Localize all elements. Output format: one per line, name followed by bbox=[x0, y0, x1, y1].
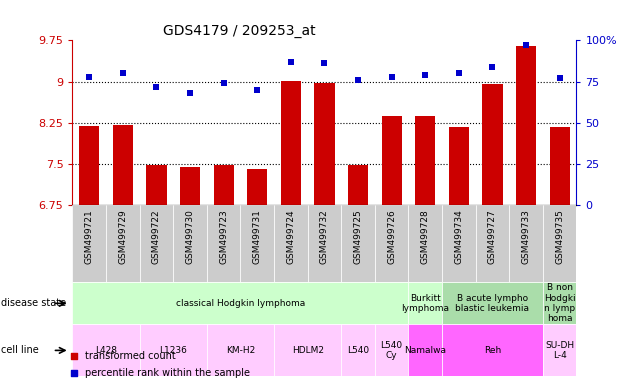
Text: SU-DH
L-4: SU-DH L-4 bbox=[545, 341, 574, 360]
Point bbox=[185, 90, 195, 96]
Text: L540
Cy: L540 Cy bbox=[381, 341, 403, 360]
Text: L428: L428 bbox=[95, 346, 117, 355]
Bar bbox=[140, 205, 173, 282]
Bar bbox=[549, 127, 570, 205]
Text: GSM499731: GSM499731 bbox=[253, 209, 261, 264]
Text: disease state: disease state bbox=[1, 298, 66, 308]
Text: GSM499733: GSM499733 bbox=[522, 209, 530, 264]
Text: GSM499726: GSM499726 bbox=[387, 209, 396, 264]
Text: GSM499729: GSM499729 bbox=[118, 209, 127, 264]
Text: GSM499730: GSM499730 bbox=[186, 209, 195, 264]
Point bbox=[554, 75, 564, 81]
Text: GSM499727: GSM499727 bbox=[488, 209, 497, 264]
Bar bbox=[415, 116, 435, 205]
Bar bbox=[449, 127, 469, 205]
Bar bbox=[79, 126, 100, 205]
Point bbox=[151, 83, 161, 89]
Point bbox=[219, 80, 229, 86]
Point bbox=[353, 77, 363, 83]
Text: GSM499723: GSM499723 bbox=[219, 209, 228, 264]
Bar bbox=[72, 282, 408, 324]
Bar bbox=[207, 324, 274, 376]
Bar bbox=[442, 282, 543, 324]
Text: classical Hodgkin lymphoma: classical Hodgkin lymphoma bbox=[176, 299, 305, 308]
Bar bbox=[408, 205, 442, 282]
Point bbox=[286, 59, 296, 65]
Point bbox=[252, 87, 262, 93]
Bar bbox=[314, 83, 335, 205]
Point bbox=[319, 60, 329, 66]
Bar bbox=[476, 205, 509, 282]
Bar bbox=[106, 205, 140, 282]
Bar bbox=[241, 205, 274, 282]
Bar bbox=[382, 116, 402, 205]
Text: Burkitt
lymphoma: Burkitt lymphoma bbox=[401, 294, 449, 313]
Bar bbox=[509, 205, 543, 282]
Point bbox=[118, 70, 128, 76]
Bar bbox=[274, 324, 341, 376]
Bar bbox=[442, 324, 543, 376]
Text: B non
Hodgki
n lymp
homa: B non Hodgki n lymp homa bbox=[544, 283, 575, 323]
Text: HDLM2: HDLM2 bbox=[292, 346, 324, 355]
Text: GSM499732: GSM499732 bbox=[320, 209, 329, 264]
Bar bbox=[140, 324, 207, 376]
Bar bbox=[180, 167, 200, 205]
Text: GDS4179 / 209253_at: GDS4179 / 209253_at bbox=[163, 24, 316, 38]
Point bbox=[319, 110, 329, 116]
Bar bbox=[442, 205, 476, 282]
Text: GSM499734: GSM499734 bbox=[454, 209, 463, 264]
Bar bbox=[307, 205, 341, 282]
Text: percentile rank within the sample: percentile rank within the sample bbox=[85, 368, 250, 378]
Bar bbox=[214, 165, 234, 205]
Text: cell line: cell line bbox=[1, 345, 38, 356]
Bar bbox=[408, 282, 442, 324]
Bar bbox=[341, 324, 375, 376]
Bar bbox=[113, 124, 133, 205]
Bar bbox=[375, 324, 408, 376]
Text: GSM499728: GSM499728 bbox=[421, 209, 430, 264]
Bar bbox=[274, 205, 307, 282]
Text: Reh: Reh bbox=[484, 346, 501, 355]
Point bbox=[84, 74, 94, 80]
Bar bbox=[146, 165, 166, 205]
Text: transformed count: transformed count bbox=[85, 351, 176, 361]
Point bbox=[454, 70, 464, 76]
Text: GSM499721: GSM499721 bbox=[85, 209, 94, 264]
Text: GSM499725: GSM499725 bbox=[353, 209, 362, 264]
Bar bbox=[207, 205, 241, 282]
Bar bbox=[341, 205, 375, 282]
Point bbox=[387, 74, 397, 80]
Bar bbox=[247, 169, 267, 205]
Text: GSM499735: GSM499735 bbox=[555, 209, 564, 264]
Bar bbox=[281, 81, 301, 205]
Point bbox=[420, 72, 430, 78]
Bar bbox=[543, 324, 576, 376]
Text: Namalwa: Namalwa bbox=[404, 346, 446, 355]
Bar bbox=[516, 46, 536, 205]
Text: B acute lympho
blastic leukemia: B acute lympho blastic leukemia bbox=[455, 294, 529, 313]
Bar bbox=[72, 324, 140, 376]
Point bbox=[319, 264, 329, 270]
Bar bbox=[375, 205, 408, 282]
Point bbox=[488, 64, 498, 70]
Text: L540: L540 bbox=[347, 346, 369, 355]
Bar bbox=[348, 165, 368, 205]
Bar bbox=[543, 205, 576, 282]
Text: L1236: L1236 bbox=[159, 346, 187, 355]
Bar bbox=[173, 205, 207, 282]
Bar bbox=[408, 324, 442, 376]
Text: GSM499724: GSM499724 bbox=[287, 209, 295, 264]
Text: GSM499722: GSM499722 bbox=[152, 209, 161, 264]
Bar bbox=[483, 84, 503, 205]
Bar bbox=[543, 282, 576, 324]
Bar bbox=[72, 205, 106, 282]
Text: KM-H2: KM-H2 bbox=[226, 346, 255, 355]
Point bbox=[521, 42, 531, 48]
